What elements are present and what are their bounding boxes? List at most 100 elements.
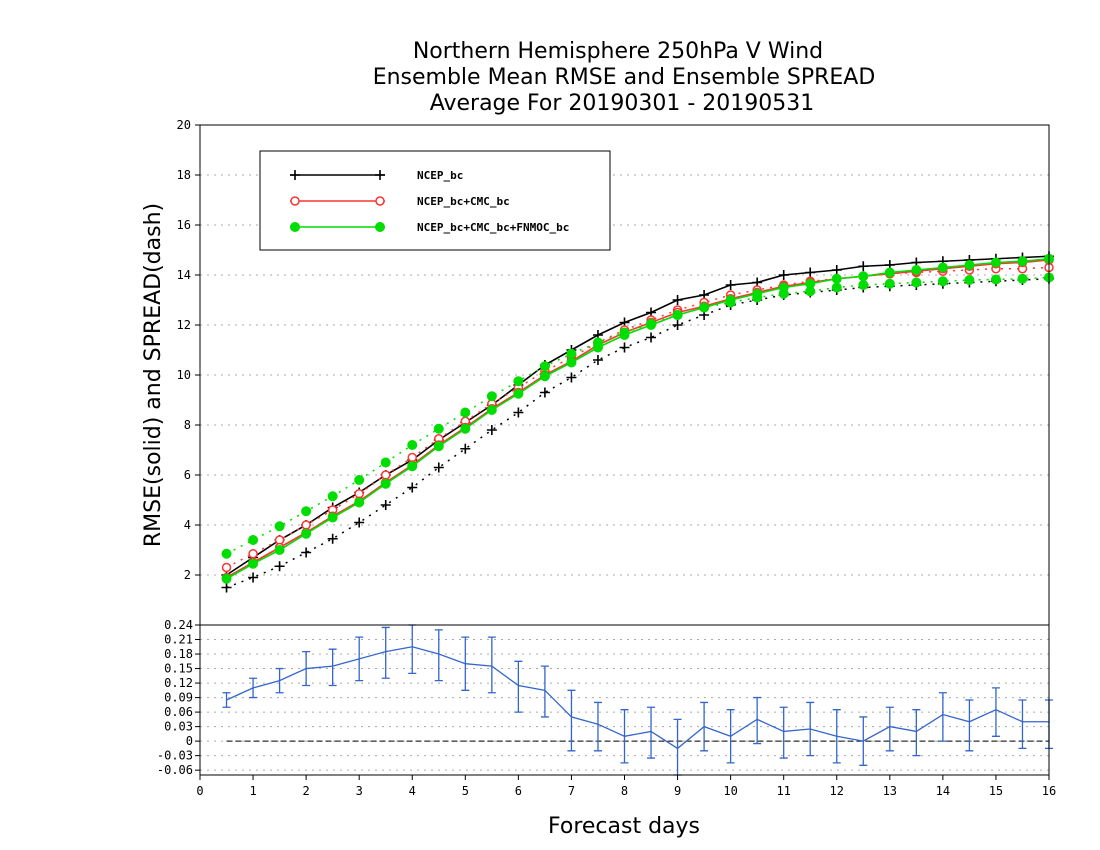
legend-marker xyxy=(375,196,385,206)
error-bar xyxy=(647,706,656,759)
spread-line-1 xyxy=(226,266,1050,569)
rmse-point-2 xyxy=(805,278,816,289)
spread-point-2 xyxy=(433,423,444,434)
spread-point-2 xyxy=(380,457,391,468)
x-tick-label: 6 xyxy=(515,784,522,798)
error-bar xyxy=(1018,699,1027,750)
rmse-point-0 xyxy=(778,270,789,280)
bottom-y-tick-label: 0.24 xyxy=(164,618,193,632)
spread-point-0 xyxy=(513,407,524,418)
rmse-point-2 xyxy=(539,371,550,382)
spread-point-0 xyxy=(433,462,444,473)
rmse-point-2 xyxy=(699,302,710,313)
top-y-tick-label: 20 xyxy=(177,118,191,132)
spread-point-1 xyxy=(221,562,232,573)
spread-point-0 xyxy=(248,572,259,583)
top-y-tick-label: 2 xyxy=(184,568,191,582)
rmse-point-2 xyxy=(566,357,577,368)
error-bar xyxy=(965,699,974,752)
error-bar xyxy=(779,706,788,759)
legend-marker xyxy=(290,170,300,180)
top-panel-y-ticks: 2 4 6 8 10 12 14 16 18 20 xyxy=(177,118,200,582)
x-tick-label: 9 xyxy=(674,784,681,798)
chart-title-line-3: Average For 20190301 - 20190531 xyxy=(430,91,815,116)
x-tick-label: 4 xyxy=(409,784,416,798)
rmse-point-2 xyxy=(486,405,497,415)
spread-point-2 xyxy=(937,276,948,287)
spread-point-2 xyxy=(486,391,497,402)
top-y-tick-label: 4 xyxy=(184,518,191,532)
x-tick-label: 5 xyxy=(462,784,469,798)
legend-marker xyxy=(375,170,385,180)
spread-point-0 xyxy=(274,561,285,572)
rmse-point-2 xyxy=(619,330,630,340)
rmse-point-2 xyxy=(884,267,895,278)
spread-point-0 xyxy=(619,342,630,353)
spread-point-2 xyxy=(248,535,259,545)
rmse-point-2 xyxy=(911,265,922,275)
bottom-y-tick-label: 0 xyxy=(186,734,193,748)
bottom-y-tick-label: 0.12 xyxy=(164,676,193,690)
rmse-point-2 xyxy=(380,478,391,489)
rmse-point-0 xyxy=(858,261,869,272)
rmse-point-2 xyxy=(990,257,1001,268)
x-tick-label: 3 xyxy=(356,784,363,798)
x-axis-ticks: 0 1 2 3 4 5 6 7 8 9 10 11 12 13 14 15 16 xyxy=(196,775,1056,798)
rmse-point-2 xyxy=(301,528,312,539)
bottom-panel-y-ticks: 0.240.210.180.150.120.090.060.030-0.03-0… xyxy=(157,618,200,777)
spread-point-2 xyxy=(513,376,524,387)
x-tick-label: 0 xyxy=(196,784,203,798)
rmse-point-2 xyxy=(937,262,948,273)
spread-point-2 xyxy=(964,275,975,285)
rmse-point-0 xyxy=(805,267,816,278)
rmse-line-0 xyxy=(226,255,1050,576)
bottom-y-tick-label: -0.03 xyxy=(157,749,193,763)
spread-point-2 xyxy=(460,407,471,418)
spread-point-0 xyxy=(539,387,550,398)
spread-point-0 xyxy=(221,582,232,593)
legend-label: NCEP_bc+CMC_bc+FNMOC_bc xyxy=(417,221,569,234)
bottom-panel-frame xyxy=(199,624,1050,776)
spread-point-0 xyxy=(486,425,497,435)
top-y-tick-label: 16 xyxy=(177,218,191,232)
spread-point-2 xyxy=(858,280,869,290)
rmse-point-0 xyxy=(725,280,736,290)
spread-point-2 xyxy=(221,548,232,559)
spread-point-1 xyxy=(248,549,258,559)
rmse-point-2 xyxy=(1017,256,1028,267)
x-tick-label: 14 xyxy=(936,784,950,798)
top-panel-plot-area xyxy=(221,251,1054,593)
legend-marker xyxy=(375,222,385,232)
bottom-y-tick-label: 0.18 xyxy=(164,647,193,661)
rmse-point-2 xyxy=(725,295,736,305)
spread-point-2 xyxy=(566,348,577,359)
difference-line xyxy=(226,646,1049,750)
x-tick-label: 7 xyxy=(568,784,575,798)
spread-point-2 xyxy=(274,521,285,532)
error-bar xyxy=(885,706,894,752)
spread-point-2 xyxy=(911,277,922,288)
rmse-point-2 xyxy=(221,573,232,584)
rmse-point-2 xyxy=(433,441,444,452)
top-y-tick-label: 8 xyxy=(184,418,191,432)
spread-point-2 xyxy=(407,440,418,450)
top-y-tick-label: 6 xyxy=(184,468,191,482)
error-bar xyxy=(938,692,947,742)
error-bar xyxy=(540,665,549,718)
spread-point-2 xyxy=(1017,273,1028,284)
x-tick-label: 12 xyxy=(830,784,844,798)
x-tick-label: 11 xyxy=(776,784,790,798)
spread-point-0 xyxy=(407,482,418,493)
rmse-point-2 xyxy=(592,342,603,353)
rmse-point-2 xyxy=(778,282,789,293)
error-bar xyxy=(593,701,602,752)
error-bar xyxy=(991,687,1000,737)
spread-point-0 xyxy=(646,332,657,343)
spread-line-2 xyxy=(226,276,1050,555)
legend-marker xyxy=(290,222,300,232)
top-y-tick-label: 12 xyxy=(177,318,191,332)
error-bar xyxy=(408,624,417,675)
rmse-point-2 xyxy=(964,260,975,270)
legend-marker xyxy=(290,196,300,206)
bottom-y-tick-label: 0.21 xyxy=(164,633,193,647)
